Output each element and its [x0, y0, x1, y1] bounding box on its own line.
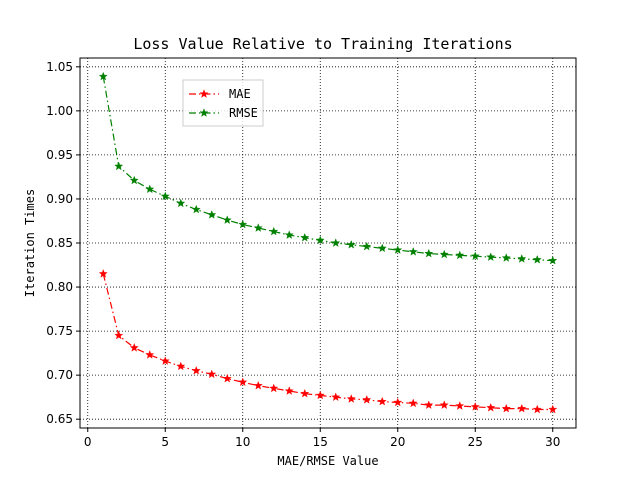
- data-point-rmse: [393, 245, 403, 254]
- legend-label: RMSE: [229, 106, 258, 120]
- legend-frame: [182, 79, 264, 127]
- data-point-mae: [129, 343, 139, 352]
- data-point-mae: [238, 377, 248, 387]
- data-point-mae: [207, 369, 217, 379]
- y-tick-label: 0.90: [46, 192, 73, 206]
- data-point-rmse: [300, 232, 310, 242]
- data-point-mae: [377, 396, 387, 406]
- data-point-rmse: [98, 71, 108, 81]
- data-point-rmse: [548, 255, 558, 265]
- data-point-mae: [315, 390, 325, 400]
- x-tick-label: 25: [468, 435, 483, 449]
- data-point-mae: [300, 388, 310, 398]
- data-point-mae: [486, 402, 496, 412]
- legend-marker: [199, 108, 209, 117]
- x-tick-label: 15: [313, 435, 328, 449]
- y-tick-label: 0.80: [46, 280, 73, 294]
- data-point-rmse: [176, 198, 186, 208]
- data-point-mae: [470, 402, 480, 411]
- legend-label: MAE: [229, 87, 251, 101]
- y-tick-label: 0.95: [46, 148, 73, 162]
- plot-frame: [79, 57, 577, 429]
- series-line-mae: [102, 273, 553, 411]
- data-point-rmse: [207, 210, 217, 219]
- data-point-rmse: [114, 161, 124, 171]
- data-point-mae: [439, 400, 449, 409]
- data-point-rmse: [315, 235, 325, 245]
- data-point-mae: [284, 386, 294, 395]
- legend: MAE RMSE: [182, 79, 264, 127]
- data-point-mae: [548, 404, 558, 414]
- data-point-rmse: [222, 215, 232, 224]
- data-point-mae: [253, 380, 263, 390]
- data-point-rmse: [486, 252, 496, 261]
- data-point-mae: [408, 398, 418, 408]
- data-point-mae: [517, 403, 527, 413]
- chart-title: Loss Value Relative to Training Iteratio…: [133, 35, 512, 53]
- data-point-mae: [191, 365, 201, 375]
- series-line-rmse: [102, 76, 553, 262]
- data-point-rmse: [284, 230, 294, 239]
- data-point-mae: [346, 394, 356, 403]
- x-axis-label: MAE/RMSE Value: [277, 454, 378, 468]
- data-point-mae: [501, 403, 511, 413]
- data-point-mae: [331, 392, 341, 402]
- data-point-rmse: [269, 226, 279, 236]
- data-point-mae: [393, 397, 403, 407]
- data-point-mae: [176, 361, 186, 371]
- data-point-rmse: [439, 249, 449, 259]
- grid-lines: [80, 58, 576, 428]
- data-point-rmse: [424, 248, 434, 258]
- data-point-rmse: [331, 238, 341, 247]
- x-tick-label: 10: [235, 435, 250, 449]
- data-point-rmse: [470, 251, 480, 261]
- data-point-mae: [98, 269, 108, 278]
- data-point-rmse: [145, 184, 155, 194]
- legend-item-rmse: RMSE: [189, 106, 258, 120]
- data-point-rmse: [253, 223, 263, 232]
- data-point-mae: [532, 404, 542, 414]
- series-layer: [98, 71, 558, 414]
- data-point-mae: [424, 400, 434, 409]
- data-point-rmse: [238, 219, 248, 229]
- legend-marker: [199, 89, 209, 98]
- data-point-mae: [114, 330, 124, 340]
- data-point-rmse: [501, 253, 511, 262]
- data-point-rmse: [191, 204, 201, 214]
- y-tick-label: 1.05: [46, 60, 73, 74]
- legend-item-mae: MAE: [189, 87, 251, 101]
- data-point-rmse: [346, 239, 356, 249]
- x-tick-label: 0: [84, 435, 92, 449]
- data-point-rmse: [455, 250, 465, 260]
- data-point-rmse: [532, 254, 542, 264]
- data-point-mae: [222, 373, 232, 383]
- data-point-mae: [145, 350, 155, 359]
- y-tick-label: 0.75: [46, 324, 73, 338]
- y-tick-label: 1.00: [46, 104, 73, 118]
- data-point-rmse: [362, 241, 372, 251]
- x-tick-label: 30: [545, 435, 560, 449]
- y-tick-label: 0.85: [46, 236, 73, 250]
- data-point-rmse: [517, 254, 527, 263]
- series-mae: [98, 269, 558, 414]
- data-point-mae: [269, 383, 279, 393]
- x-axis-ticks: 0 5 10 15 20 25 30: [84, 428, 560, 449]
- series-rmse: [98, 71, 558, 265]
- y-axis-ticks: 0.65 0.70 0.75 0.80 0.85 0.90 0.95 1.00 1.05: [46, 60, 80, 426]
- data-point-mae: [362, 395, 372, 404]
- data-point-mae: [455, 401, 465, 410]
- data-point-rmse: [160, 191, 170, 201]
- y-tick-label: 0.70: [46, 368, 73, 382]
- x-tick-label: 5: [161, 435, 169, 449]
- data-point-rmse: [129, 175, 139, 185]
- y-tick-label: 0.65: [46, 412, 73, 426]
- data-point-rmse: [408, 247, 418, 256]
- data-point-mae: [160, 356, 170, 365]
- y-axis-label: Iteration Times: [23, 189, 37, 297]
- data-point-rmse: [377, 243, 387, 253]
- x-tick-label: 20: [390, 435, 405, 449]
